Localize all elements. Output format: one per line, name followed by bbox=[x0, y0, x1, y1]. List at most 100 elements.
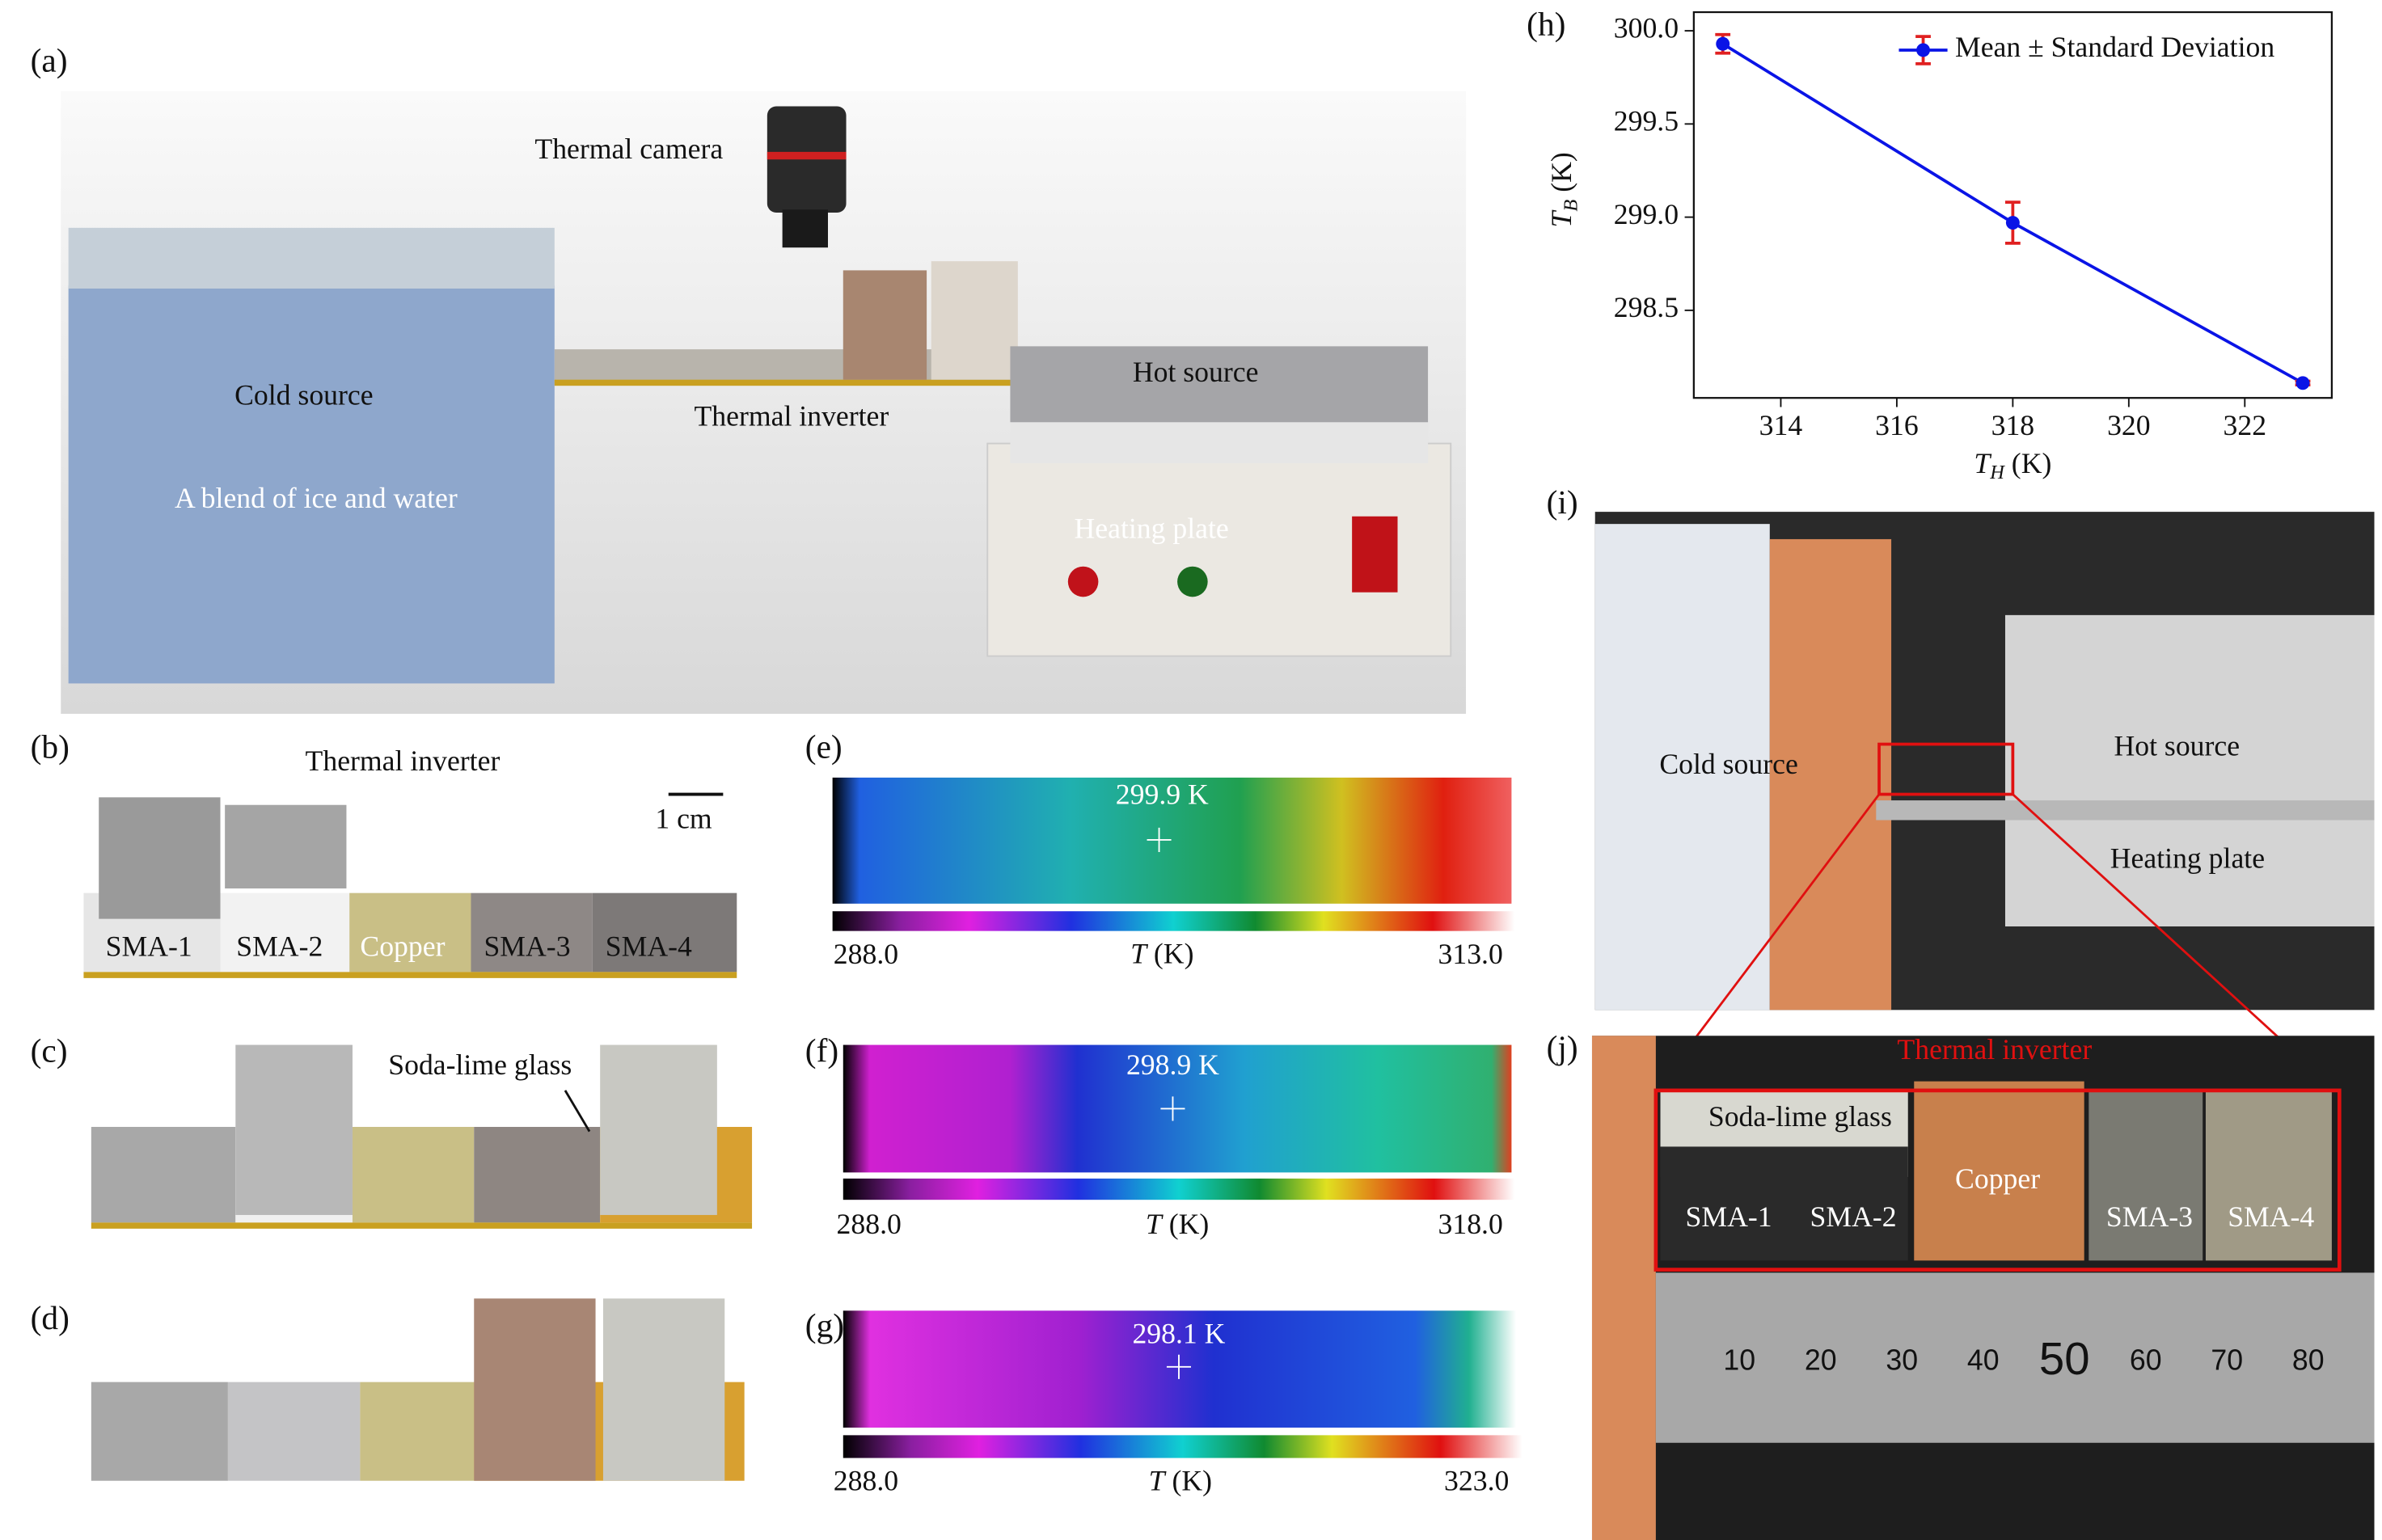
label: Hot source bbox=[1133, 356, 1259, 388]
x-axis-label: TH (K) bbox=[1974, 447, 2051, 483]
colorbar-label: T (K) bbox=[1130, 938, 1193, 970]
strip-label: SMA-4 bbox=[2228, 1200, 2314, 1233]
colorbar-min: 288.0 bbox=[837, 1208, 902, 1240]
strip-label: Copper bbox=[360, 930, 445, 962]
label: Thermal inverter bbox=[1897, 1033, 2092, 1065]
arrow bbox=[565, 1091, 589, 1132]
label: Heating plate bbox=[2110, 842, 2265, 874]
strip bbox=[360, 1382, 474, 1481]
y-tick-label: 300.0 bbox=[1614, 11, 1679, 44]
ruler-number: 10 bbox=[1723, 1344, 1755, 1377]
strip-label: Copper bbox=[1955, 1162, 2040, 1195]
copper-edge bbox=[1592, 1036, 1656, 1540]
hot-plate bbox=[2005, 615, 2375, 926]
label: Thermal inverter bbox=[695, 400, 889, 432]
colorbar bbox=[843, 1179, 1514, 1200]
sma-strip bbox=[2088, 1091, 2203, 1260]
panel-label: (b) bbox=[31, 728, 70, 766]
x-tick-label: 314 bbox=[1759, 409, 1803, 441]
button bbox=[1068, 567, 1099, 597]
ruler-number: 40 bbox=[1967, 1344, 2000, 1377]
reading: 298.9 K bbox=[1126, 1048, 1219, 1081]
y-tick-label: 299.5 bbox=[1614, 105, 1679, 137]
ruler-number: 70 bbox=[2211, 1344, 2243, 1377]
panel-label: (c) bbox=[31, 1032, 68, 1070]
strip bbox=[91, 1127, 235, 1222]
ice-top bbox=[69, 228, 555, 289]
panel-label: (d) bbox=[31, 1299, 70, 1337]
colorbar-max: 323.0 bbox=[1444, 1465, 1509, 1497]
panel-label: (f) bbox=[805, 1032, 838, 1070]
reading: 298.1 K bbox=[1132, 1317, 1225, 1349]
bent-sma bbox=[474, 1298, 595, 1480]
strip-label: SMA-4 bbox=[606, 930, 692, 962]
strip-label: SMA-3 bbox=[484, 930, 570, 962]
colorbar-min: 288.0 bbox=[834, 938, 898, 970]
label: Hot source bbox=[2114, 729, 2240, 762]
x-tick-label: 322 bbox=[2224, 409, 2267, 441]
bent-sma bbox=[603, 1298, 724, 1480]
scale-label: 1 cm bbox=[655, 803, 712, 835]
camera-body bbox=[767, 107, 847, 213]
ruler-number: 50 bbox=[2039, 1333, 2090, 1384]
y-axis-label: TB (K) bbox=[1545, 152, 1582, 227]
figure: (a) Thermal camera Cold source A blend o… bbox=[0, 0, 2382, 1540]
label: Soda-lime glass bbox=[1708, 1100, 1892, 1133]
strip-base bbox=[555, 380, 1018, 386]
strip bbox=[353, 1127, 474, 1222]
camera-lens bbox=[783, 209, 828, 247]
x-tick-label: 316 bbox=[1875, 409, 1919, 441]
y-tick-label: 298.5 bbox=[1614, 291, 1679, 323]
colorbar-min: 288.0 bbox=[834, 1465, 898, 1497]
legend-marker bbox=[1916, 44, 1930, 57]
strip bbox=[228, 1382, 360, 1481]
panel-label: (j) bbox=[1547, 1029, 1578, 1067]
ruler bbox=[1656, 1272, 2375, 1442]
colorbar bbox=[833, 911, 1515, 930]
colorbar bbox=[843, 1435, 1523, 1458]
camera-band bbox=[767, 152, 847, 159]
panel-label: (g) bbox=[805, 1306, 844, 1344]
data-point bbox=[2006, 216, 2020, 230]
switch bbox=[1352, 517, 1397, 593]
strip-label: SMA-2 bbox=[236, 930, 323, 962]
data-point bbox=[1716, 37, 1729, 51]
title: Thermal inverter bbox=[306, 745, 500, 777]
sma-strip bbox=[2206, 1091, 2332, 1260]
panel-label: (a) bbox=[31, 41, 68, 79]
button bbox=[1177, 567, 1208, 597]
label: Soda-lime glass bbox=[388, 1048, 572, 1081]
x-tick-label: 318 bbox=[1991, 409, 2035, 441]
colorbar-label: T (K) bbox=[1149, 1465, 1212, 1497]
plate-layer bbox=[1010, 418, 1428, 463]
panel-label: (i) bbox=[1547, 483, 1578, 521]
bent-sma bbox=[99, 797, 220, 918]
y-tick-label: 299.0 bbox=[1614, 198, 1679, 230]
label: Heating plate bbox=[1075, 513, 1229, 545]
strip-label: SMA-3 bbox=[2106, 1200, 2193, 1233]
strip-base bbox=[91, 1222, 752, 1229]
strip-base bbox=[83, 972, 737, 978]
ruler-number: 30 bbox=[1886, 1344, 1918, 1377]
block bbox=[843, 270, 927, 379]
ruler-number: 60 bbox=[2130, 1344, 2162, 1377]
strip bbox=[91, 1382, 228, 1481]
strip-label: SMA-2 bbox=[1810, 1200, 1897, 1233]
reading: 299.9 K bbox=[1116, 778, 1209, 811]
label: A blend of ice and water bbox=[175, 482, 458, 514]
colorbar-label: T (K) bbox=[1146, 1208, 1209, 1240]
strip-label: SMA-1 bbox=[1686, 1200, 1772, 1233]
label: Cold source bbox=[234, 378, 373, 411]
label: Cold source bbox=[1659, 748, 1797, 780]
block bbox=[931, 261, 1018, 380]
strip bbox=[474, 1127, 600, 1222]
legend-label: Mean ± Standard Deviation bbox=[1955, 31, 2274, 63]
colorbar-max: 313.0 bbox=[1438, 938, 1503, 970]
panel-label: (h) bbox=[1527, 5, 1565, 43]
colorbar-max: 318.0 bbox=[1438, 1208, 1503, 1240]
bent-sma bbox=[600, 1045, 717, 1215]
ruler-number: 80 bbox=[2292, 1344, 2325, 1377]
bent-sma bbox=[225, 805, 346, 888]
strip-label: SMA-1 bbox=[106, 930, 192, 962]
